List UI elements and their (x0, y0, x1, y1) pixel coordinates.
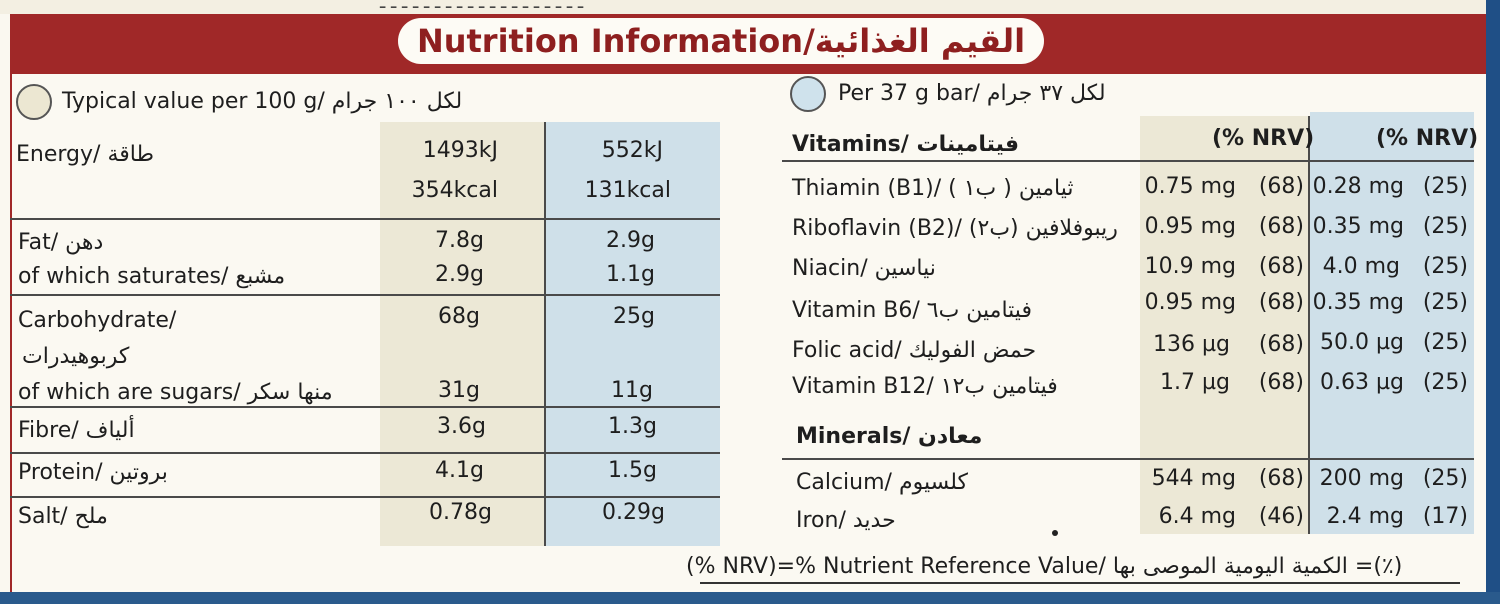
vitamin-value-folic-bar: 50.0 µg (1320, 330, 1404, 355)
mineral-label-iron: Iron/ حديد (796, 508, 896, 533)
vitamin-nrv-riboflavin-bar: (25) (1422, 214, 1468, 239)
row-label-energy: Energy/ طاقة (16, 142, 154, 167)
row-label-fibre: Fibre/ ألياف (18, 418, 135, 443)
row-label-saturates: of which saturates/ مشبع (18, 264, 286, 289)
row-label-carbohydrate: Carbohydrate/ (18, 308, 177, 333)
right-edge (1486, 0, 1500, 604)
mineral-nrv-calcium-100: (68) (1258, 466, 1304, 491)
row-divider (10, 496, 720, 498)
top-strip (0, 0, 1500, 14)
vitamin-value-thiamin-100: 0.75 mg (1144, 174, 1236, 199)
mineral-label-calcium: Calcium/ كلسيوم (796, 470, 968, 495)
value-carbohydrate-100: 68g (438, 304, 480, 329)
value-energy-kj-100: 1493kJ (422, 138, 498, 163)
left-col-perbar-bg (545, 122, 720, 546)
row-label-salt: Salt/ ملح (18, 504, 108, 529)
row-divider (10, 294, 720, 296)
value-energy-kcal-bar: 131kcal (584, 178, 671, 203)
vitamin-label-b6: Vitamin B6/ فيتامين ب٦ (792, 298, 1032, 323)
row-label-fat: Fat/ دهن (18, 230, 104, 255)
nrv-footnote: (% NRV)=% Nutrient Reference Value/ الكم… (686, 554, 1403, 579)
title-pill (398, 18, 1044, 64)
value-fat-100: 7.8g (435, 228, 484, 253)
mineral-value-iron-100: 6.4 mg (1158, 504, 1236, 529)
value-sugars-bar: 11g (611, 378, 653, 403)
vitamins-heading: Vitamins/ فيتامينات (792, 132, 1020, 157)
vitamin-value-niacin-bar: 4.0 mg (1322, 254, 1400, 279)
right-header: Per 37 g bar/ لكل ٣٧ جرام (838, 81, 1106, 106)
right-col-divider (1308, 116, 1310, 534)
row-label-carbohydrate-ar: كربوهيدرات (22, 344, 130, 369)
bottom-edge (0, 592, 1500, 604)
vitamin-nrv-b6-bar: (25) (1422, 290, 1468, 315)
vitamin-value-folic-100: 136 µg (1153, 332, 1230, 357)
vitamin-value-thiamin-bar: 0.28 mg (1312, 174, 1404, 199)
vitamin-nrv-niacin-100: (68) (1258, 254, 1304, 279)
vitamin-value-riboflavin-bar: 0.35 mg (1312, 214, 1404, 239)
vitamin-nrv-folic-100: (68) (1258, 332, 1304, 357)
row-label-sugars: of which are sugars/ منها سكر (18, 380, 333, 405)
row-divider (782, 458, 1474, 460)
vitamin-label-b12: Vitamin B12/ فيتامين ب١٢ (792, 374, 1058, 399)
vitamin-label-riboflavin: Riboflavin (B2)/ (ب٢) ريبوفلافين (792, 216, 1118, 241)
vitamin-nrv-b6-100: (68) (1258, 290, 1304, 315)
value-fat-bar: 2.9g (606, 228, 655, 253)
value-salt-bar: 0.29g (602, 500, 665, 525)
vitamin-nrv-niacin-bar: (25) (1422, 254, 1468, 279)
value-energy-kj-bar: 552kJ (601, 138, 663, 163)
row-divider (10, 406, 720, 408)
left-col-per100-bg (380, 122, 545, 546)
left-header: Typical value per 100 g/ لكل ١٠٠ جرام (62, 89, 463, 114)
vitamin-nrv-riboflavin-100: (68) (1258, 214, 1304, 239)
footer-divider (700, 582, 1460, 584)
vitamin-nrv-b12-100: (68) (1258, 370, 1304, 395)
vitamin-label-folic: Folic acid/ حمض الفوليك (792, 338, 1037, 363)
vitamin-value-b12-bar: 0.63 µg (1320, 370, 1404, 395)
vitamin-value-b6-100: 0.95 mg (1144, 290, 1236, 315)
right-col-per100-bg (1140, 116, 1308, 534)
value-fibre-bar: 1.3g (608, 414, 657, 439)
value-saturates-100: 2.9g (435, 262, 484, 287)
row-divider (10, 218, 720, 220)
value-energy-kcal-100: 354kcal (411, 178, 498, 203)
mineral-value-calcium-100: 544 mg (1151, 466, 1236, 491)
vitamin-nrv-folic-bar: (25) (1422, 330, 1468, 355)
minerals-heading: Minerals/ معادن (796, 424, 983, 449)
nrv-heading-bar: (% NRV) (1376, 126, 1479, 151)
value-carbohydrate-bar: 25g (613, 304, 655, 329)
vitamin-nrv-thiamin-100: (68) (1258, 174, 1304, 199)
mineral-nrv-iron-100: (46) (1258, 504, 1304, 529)
vitamin-value-b12-100: 1.7 µg (1160, 370, 1230, 395)
value-salt-100: 0.78g (429, 500, 492, 525)
mineral-nrv-iron-bar: (17) (1422, 504, 1468, 529)
mineral-value-calcium-bar: 200 mg (1319, 466, 1404, 491)
row-label-protein: Protein/ بروتين (18, 460, 168, 485)
value-fibre-100: 3.6g (437, 414, 486, 439)
beige-circle-icon (16, 84, 52, 120)
value-saturates-bar: 1.1g (606, 262, 655, 287)
row-divider (10, 452, 720, 454)
value-protein-bar: 1.5g (608, 458, 657, 483)
vitamin-nrv-thiamin-bar: (25) (1422, 174, 1468, 199)
nrv-heading-100: (% NRV) (1212, 126, 1315, 151)
vitamin-value-riboflavin-100: 0.95 mg (1144, 214, 1236, 239)
left-col-divider (544, 122, 546, 546)
mineral-nrv-calcium-bar: (25) (1422, 466, 1468, 491)
blue-circle-icon (790, 76, 826, 112)
value-sugars-100: 31g (438, 378, 480, 403)
value-protein-100: 4.1g (435, 458, 484, 483)
vitamin-value-niacin-100: 10.9 mg (1144, 254, 1236, 279)
vitamin-label-niacin: Niacin/ نياسين (792, 256, 936, 281)
vitamin-nrv-b12-bar: (25) (1422, 370, 1468, 395)
vitamin-label-thiamin: Thiamin (B1)/ ( ب١ ) ثيامين (792, 176, 1074, 201)
panel-title: Nutrition Information/القيم الغذائية (416, 22, 1026, 60)
cropped-top-text: ـ ـ ـ ـ ـ ـ ـ ـ ـ ـ ـ ـ ـ ـ ـ ـ ـ ـ ـ (380, 0, 584, 13)
mineral-value-iron-bar: 2.4 mg (1326, 504, 1404, 529)
stray-dot (1052, 530, 1058, 536)
vitamin-value-b6-bar: 0.35 mg (1312, 290, 1404, 315)
row-divider (782, 160, 1474, 162)
right-col-perbar-bg (1310, 112, 1474, 534)
